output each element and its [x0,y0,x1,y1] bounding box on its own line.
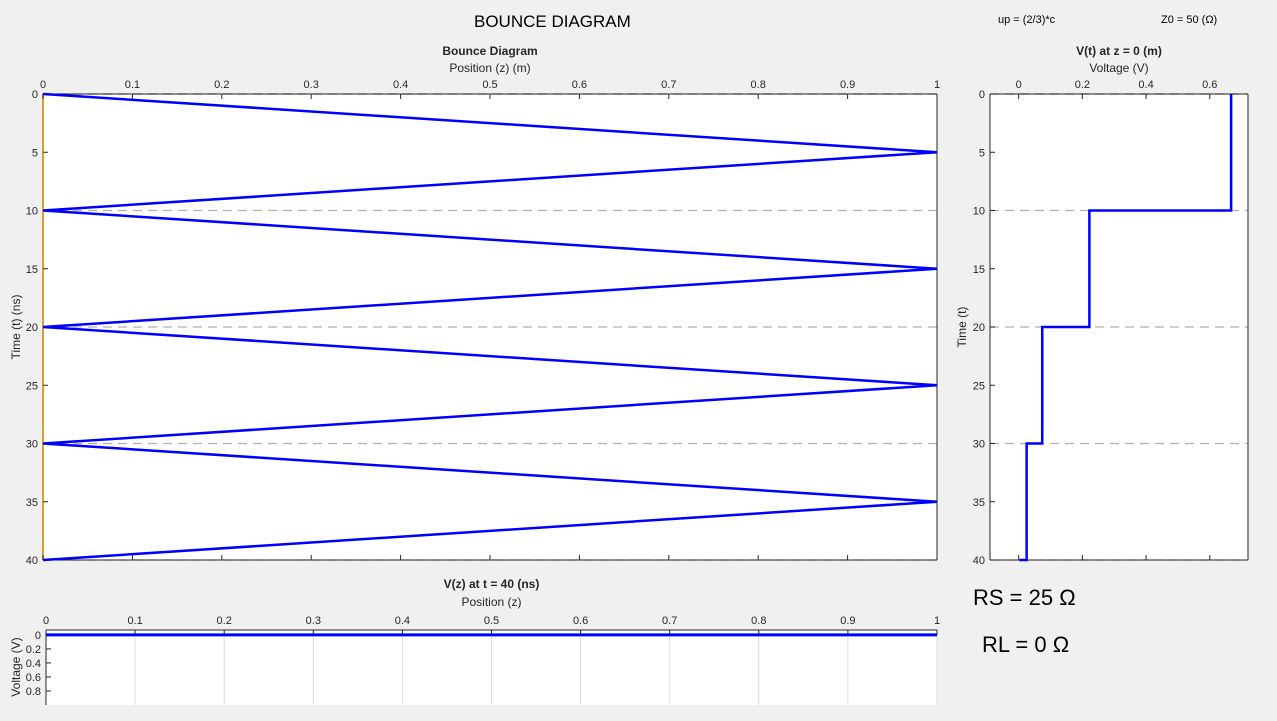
y-tick-label: 0 [35,630,41,642]
x-axis-label: Position (z) (m) [449,61,530,75]
y-tick-label: 30 [973,439,985,451]
x-tick-label: 0.4 [393,79,408,91]
x-tick-label: 0.2 [1075,79,1090,91]
y-tick-label: 10 [26,206,38,218]
series-line-V(t) [1019,94,1233,562]
y-axis-label: Time (t) (ns) [9,295,23,360]
x-tick-label: 0 [1016,79,1022,91]
y-tick-label: 25 [26,380,38,392]
x-tick-label: 0.5 [482,79,497,91]
x-tick-label: 0.4 [395,615,410,627]
y-tick-label: 35 [973,497,985,509]
y-tick-label: 5 [979,147,985,159]
y-tick-label: 0.2 [26,644,41,656]
x-tick-label: 0.6 [573,615,588,627]
x-tick-label: 0.8 [751,615,766,627]
y-tick-label: 0.4 [26,658,41,670]
y-tick-label: 15 [973,264,985,276]
x-tick-label: 0.6 [572,79,587,91]
x-tick-label: 0.3 [306,615,321,627]
chart-title: Bounce Diagram [442,44,537,58]
y-tick-label: 40 [973,555,985,567]
x-tick-label: 1 [934,615,940,627]
y-tick-label: 20 [973,322,985,334]
x-tick-label: 0 [40,79,46,91]
x-axis-label: Position (z) [461,595,521,609]
x-tick-label: 0.9 [840,79,855,91]
y-tick-label: 25 [973,380,985,392]
y-tick-label: 35 [26,497,38,509]
chart-title: V(t) at z = 0 (m) [1076,44,1162,58]
x-tick-label: 0.6 [1202,79,1217,91]
x-tick-label: 0.7 [661,79,676,91]
y-tick-label: 30 [26,439,38,451]
x-tick-label: 0.4 [1138,79,1153,91]
x-tick-label: 0.3 [304,79,319,91]
y-tick-label: 0.6 [26,672,41,684]
x-tick-label: 0.2 [217,615,232,627]
rs-label: RS = 25 Ω [973,585,1076,610]
y-axis-label: Voltage (V) [9,637,23,696]
x-tick-label: 0.2 [214,79,229,91]
x-tick-label: 0.1 [127,615,142,627]
rl-label: RL = 0 Ω [982,632,1070,657]
y-tick-label: 40 [26,555,38,567]
chart-title: V(z) at t = 40 (ns) [444,577,540,591]
y-axis-label: Time (t) [955,307,969,348]
up-label: up = (2/3)*c [998,14,1056,26]
x-tick-label: 0 [43,615,49,627]
x-tick-label: 0.7 [662,615,677,627]
page-title: BOUNCE DIAGRAM [474,12,631,31]
y-tick-label: 0 [979,89,985,101]
x-tick-label: 0.8 [751,79,766,91]
x-tick-label: 0.9 [840,615,855,627]
x-axis-label: Voltage (V) [1089,61,1148,75]
plot-area [43,94,937,560]
z0-label: Z0 = 50 (Ω) [1161,14,1218,26]
y-tick-label: 5 [32,147,38,159]
y-tick-label: 0.8 [26,686,41,698]
y-tick-label: 10 [973,206,985,218]
y-tick-label: 0 [32,89,38,101]
x-tick-label: 0.1 [125,79,140,91]
series-line-bounce [42,92,938,562]
x-tick-label: 1 [934,79,940,91]
y-tick-label: 20 [26,322,38,334]
x-tick-label: 0.5 [484,615,499,627]
y-tick-label: 15 [26,264,38,276]
